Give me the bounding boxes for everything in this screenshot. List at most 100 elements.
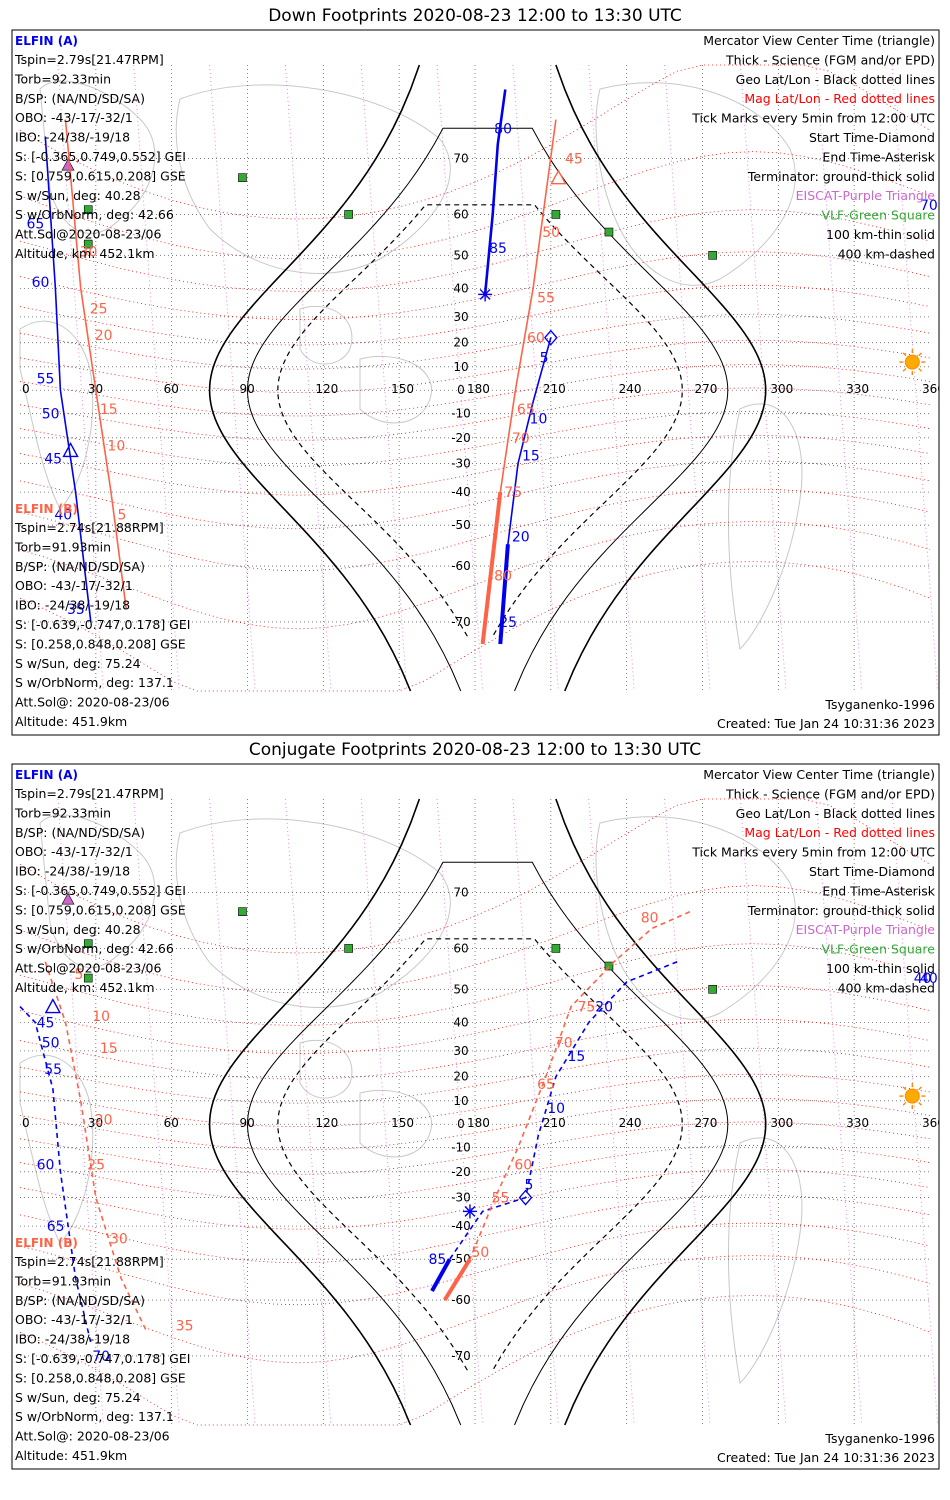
- elfin-b-tick-label: 70: [512, 431, 530, 447]
- elfin-a-label: ELFIN (A): [15, 768, 78, 782]
- elfin-a-tick-label: 85: [428, 1252, 446, 1268]
- legend-entry: Mag Lat/Lon - Red dotted lines: [744, 825, 935, 840]
- elfin-b-info-line: IBO: -24/38/-19/18: [15, 1332, 130, 1347]
- elfin-b-info-line: IBO: -24/38/-19/18: [15, 598, 130, 613]
- mag-meridian: [436, 64, 483, 692]
- mag-parallel: [19, 251, 931, 321]
- legend-entry: Mag Lat/Lon - Red dotted lines: [744, 91, 935, 106]
- x-tick-label: 210: [543, 382, 566, 396]
- conjugate-footprints-chart: 0 30 60 90 120 150 180 210 240 270 300 330 360706050…: [11, 763, 945, 1470]
- legend-entry: Terminator: ground-thick solid: [747, 903, 935, 918]
- elfin-b-science-segment: [480, 491, 503, 645]
- elfin-a-science-segment: [498, 544, 510, 645]
- vlf-site-marker: [83, 205, 93, 214]
- elfin-b-tick-label: 60: [514, 1157, 532, 1173]
- legend-entry: Tick Marks every 5min from 12:00 UTC: [691, 845, 935, 860]
- elfin-a-tick-label: 70: [92, 1349, 110, 1365]
- legend-entry: End Time-Asterisk: [822, 883, 935, 898]
- terminator-100km: [246, 861, 729, 1426]
- mag-meridian: [512, 798, 559, 1426]
- legend: Mercator View Center Time (triangle) Thic…: [691, 767, 936, 995]
- elfin-a-info-line: Att.Sol@2020-08-23/06: [15, 227, 161, 242]
- center-time-triangle: [44, 998, 62, 1014]
- elfin-a-tick-label: 50: [42, 407, 60, 423]
- mag-parallel: [19, 1255, 931, 1364]
- elfin-a-track-west: [44, 136, 92, 622]
- y-tick-label: 50: [453, 982, 468, 996]
- elfin-a-info-line: Att.Sol@2020-08-23/06: [15, 961, 161, 976]
- x-tick-label: 90: [240, 382, 255, 396]
- elfin-a-tick-label: 40: [914, 971, 932, 987]
- landmass-outline: [299, 305, 353, 365]
- panel-title-down: Down Footprints 2020-08-23 12:00 to 13:3…: [268, 6, 682, 26]
- landmass-outline: [595, 816, 796, 1020]
- vlf-site-marker: [551, 210, 561, 219]
- x-tick-label: 360: [922, 1116, 945, 1130]
- elfin-b-tick-label: 5: [75, 967, 84, 983]
- elfin-b-info-line: B/SP: (NA/ND/SD/SA): [15, 559, 145, 574]
- elfin-b-info-line: S w/Sun, deg: 75.24: [15, 1390, 141, 1405]
- landmass-outline: [175, 818, 451, 1008]
- x-tick-label: 120: [315, 382, 338, 396]
- elfin-a-tick-label: 5: [525, 1177, 534, 1193]
- elfin-b-label: ELFIN (B): [15, 1236, 78, 1250]
- x-tick-label: 60: [164, 382, 179, 396]
- mag-meridian: [285, 64, 332, 692]
- elfin-b-info-line: Att.Sol@: 2020-08-23/06: [15, 695, 170, 710]
- elfin-a-tick-label: 35: [67, 602, 85, 618]
- terminator-ground-east: [555, 64, 767, 692]
- elfin-b-tick-label: 75: [504, 485, 522, 501]
- elfin-b-tick-label: 60: [527, 331, 545, 347]
- y-tick-label: 50: [453, 248, 468, 262]
- x-tick-label: 180: [467, 1116, 490, 1130]
- eiscat-site-marker: [61, 158, 75, 171]
- mag-parallel: [19, 1168, 931, 1230]
- y-tick-label: -40: [451, 485, 471, 499]
- mag-parallel: [19, 985, 931, 1055]
- elfin-a-tick-label: 10: [530, 411, 548, 427]
- mag-meridian: [209, 64, 256, 692]
- y-tick-label: 40: [453, 281, 468, 295]
- map-content: 0 30 60 90 120 150 180 210 240 270 300 330 360706050…: [19, 798, 945, 1426]
- mag-parallel: [19, 1121, 931, 1175]
- x-tick-label: 330: [846, 382, 869, 396]
- y-tick-label: -30: [451, 1191, 471, 1205]
- sun-ray: [918, 1101, 922, 1106]
- satellite-info: ELFIN (A) Tspin=2.79s[21.47RPM] Torb=92.33…: [14, 768, 190, 1463]
- elfin-b-info-line: S: [-0.639,-0.747,0.178] GEI: [15, 1351, 190, 1366]
- x-tick-label: 150: [391, 382, 414, 396]
- sun-marker: [904, 1088, 920, 1104]
- elfin-b-track-west: [44, 961, 148, 1332]
- elfin-a-tick-label: 15: [567, 1049, 585, 1065]
- legend-entry: EISCAT-Purple Triangle: [796, 922, 936, 937]
- landmass-outline: [595, 82, 796, 286]
- elfin-b-info-line: S: [0.258,0.848,0.208] GSE: [15, 636, 186, 651]
- elfin-a-info-line: OBO: -43/-17/-32/1: [15, 110, 133, 125]
- elfin-a-start-diamond: [518, 1189, 533, 1206]
- elfin-a-info-line: Altitude, km: 452.1km: [15, 246, 155, 261]
- mag-parallel: [19, 1098, 931, 1151]
- elfin-a-info-line: IBO: -24/38/-19/18: [15, 864, 130, 879]
- terminator-ground-west: [208, 64, 421, 692]
- legend-entry: Mercator View Center Time (triangle): [703, 767, 935, 782]
- elfin-b-info-line: B/SP: (NA/ND/SD/SA): [15, 1293, 145, 1308]
- x-tick-label: 270: [695, 382, 718, 396]
- elfin-b-info-line: Tspin=2.74s[21.88RPM]: [14, 520, 164, 535]
- legend-entry: Geo Lat/Lon - Black dotted lines: [736, 806, 935, 821]
- elfin-b-tick-label: 45: [565, 152, 583, 168]
- elfin-a-tick-label: 85: [489, 241, 507, 257]
- legend-entry: Thick - Science (FGM and/or EPD): [725, 52, 935, 67]
- elfin-a-tick-label: 65: [47, 1219, 65, 1235]
- x-tick-label: 300: [770, 382, 793, 396]
- x-tick-label: 150: [391, 1116, 414, 1130]
- elfin-b-info-line: OBO: -43/-17/-32/1: [15, 1312, 133, 1327]
- x-tick-label: 300: [770, 1116, 793, 1130]
- legend-entry: EISCAT-Purple Triangle: [796, 188, 936, 203]
- vlf-site-marker: [708, 985, 717, 994]
- elfin-a-edge-tick-label: 70: [920, 198, 938, 214]
- legend-entry: Start Time-Diamond: [809, 864, 935, 879]
- elfin-b-tick-label: 10: [92, 1009, 110, 1025]
- elfin-b-info-line: Altitude: 451.9km: [15, 1448, 127, 1463]
- x-tick-label: 210: [543, 1116, 566, 1130]
- mag-parallel: [19, 521, 931, 630]
